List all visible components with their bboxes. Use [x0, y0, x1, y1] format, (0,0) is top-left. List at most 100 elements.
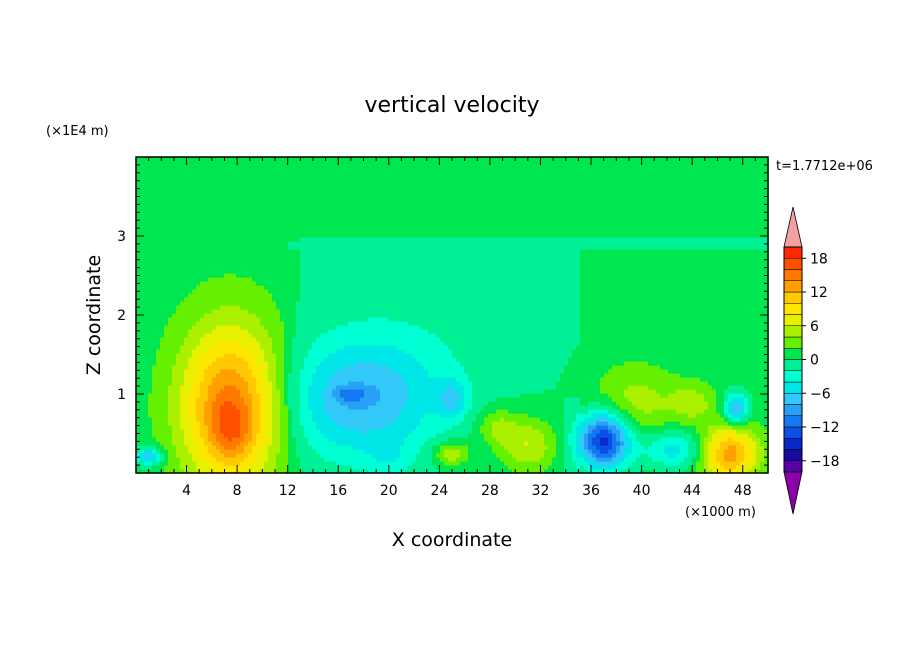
- contour-cell: [744, 449, 749, 454]
- contour-cell: [268, 405, 273, 410]
- contour-cell: [372, 357, 377, 362]
- contour-cell: [256, 353, 261, 358]
- contour-cell: [356, 353, 361, 358]
- contour-cell: [180, 381, 185, 386]
- contour-cell: [428, 457, 433, 462]
- contour-cell: [736, 373, 741, 378]
- contour-cell: [628, 425, 633, 430]
- contour-cell: [144, 393, 149, 398]
- contour-cell: [544, 413, 549, 418]
- contour-cell: [720, 385, 725, 390]
- contour-cell: [320, 385, 325, 390]
- contour-cell: [232, 389, 237, 394]
- contour-cell: [748, 381, 753, 386]
- contour-cell: [536, 373, 541, 378]
- contour-cell: [384, 429, 389, 434]
- contour-cell: [752, 353, 757, 358]
- contour-cell: [248, 361, 253, 366]
- contour-cell: [600, 437, 605, 442]
- contour-cell: [300, 365, 305, 370]
- contour-cell: [560, 405, 565, 410]
- contour-cell: [572, 433, 577, 438]
- contour-cell: [388, 365, 393, 370]
- contour-cell: [452, 453, 457, 458]
- contour-cell: [176, 445, 181, 450]
- contour-cell: [336, 433, 341, 438]
- contour-cell: [412, 441, 417, 446]
- contour-cell: [376, 433, 381, 438]
- contour-cell: [764, 409, 769, 414]
- contour-cell: [732, 453, 737, 458]
- contour-cell: [288, 449, 293, 454]
- contour-cell: [348, 453, 353, 458]
- contour-cell: [524, 437, 529, 442]
- contour-cell: [620, 369, 625, 374]
- contour-cell: [276, 425, 281, 430]
- contour-cell: [324, 393, 329, 398]
- contour-cell: [340, 377, 345, 382]
- contour-cell: [700, 445, 705, 450]
- contour-cell: [576, 445, 581, 450]
- contour-cell: [564, 389, 569, 394]
- contour-cell: [568, 457, 573, 462]
- contour-cell: [616, 413, 621, 418]
- contour-cell: [276, 381, 281, 386]
- contour-cell: [556, 393, 561, 398]
- contour-cell: [624, 449, 629, 454]
- contour-cell: [548, 385, 553, 390]
- contour-cell: [164, 413, 169, 418]
- contour-cell: [712, 433, 717, 438]
- contour-cell: [356, 429, 361, 434]
- contour-cell: [720, 405, 725, 410]
- contour-cell: [280, 437, 285, 442]
- contour-cell: [476, 453, 481, 458]
- contour-cell: [448, 381, 453, 386]
- contour-cell: [672, 389, 677, 394]
- contour-cell: [392, 469, 397, 474]
- contour-cell: [668, 417, 673, 422]
- contour-cell: [176, 465, 181, 470]
- contour-cell: [472, 389, 477, 394]
- contour-cell: [180, 417, 185, 422]
- contour-cell: [272, 409, 277, 414]
- contour-cell: [492, 361, 497, 366]
- contour-cell: [296, 409, 301, 414]
- contour-cell: [372, 421, 377, 426]
- contour-cell: [632, 389, 637, 394]
- contour-cell: [572, 357, 577, 362]
- contour-cell: [632, 453, 637, 458]
- contour-cell: [652, 361, 657, 366]
- contour-cell: [664, 457, 669, 462]
- contour-cell: [180, 429, 185, 434]
- contour-cell: [224, 393, 229, 398]
- contour-cell: [240, 457, 245, 462]
- contour-cell: [148, 389, 153, 394]
- contour-cell: [256, 421, 261, 426]
- contour-cell: [172, 361, 177, 366]
- contour-cell: [620, 461, 625, 466]
- contour-cell: [260, 457, 265, 462]
- contour-cell: [320, 361, 325, 366]
- contour-cell: [240, 461, 245, 466]
- contour-cell: [280, 357, 285, 362]
- contour-cell: [416, 405, 421, 410]
- contour-cell: [244, 357, 249, 362]
- contour-cell: [152, 433, 157, 438]
- contour-cell: [184, 433, 189, 438]
- contour-cell: [672, 397, 677, 402]
- contour-cell: [576, 425, 581, 430]
- contour-cell: [464, 381, 469, 386]
- contour-cell: [412, 405, 417, 410]
- contour-cell: [392, 397, 397, 402]
- contour-cell: [312, 413, 317, 418]
- contour-cell: [204, 345, 209, 350]
- contour-cell: [248, 433, 253, 438]
- contour-cell: [276, 433, 281, 438]
- contour-cell: [320, 433, 325, 438]
- contour-cell: [580, 349, 585, 354]
- contour-cell: [544, 441, 549, 446]
- contour-cell: [488, 345, 493, 350]
- contour-cell: [348, 429, 353, 434]
- contour-cell: [232, 357, 237, 362]
- contour-cell: [320, 429, 325, 434]
